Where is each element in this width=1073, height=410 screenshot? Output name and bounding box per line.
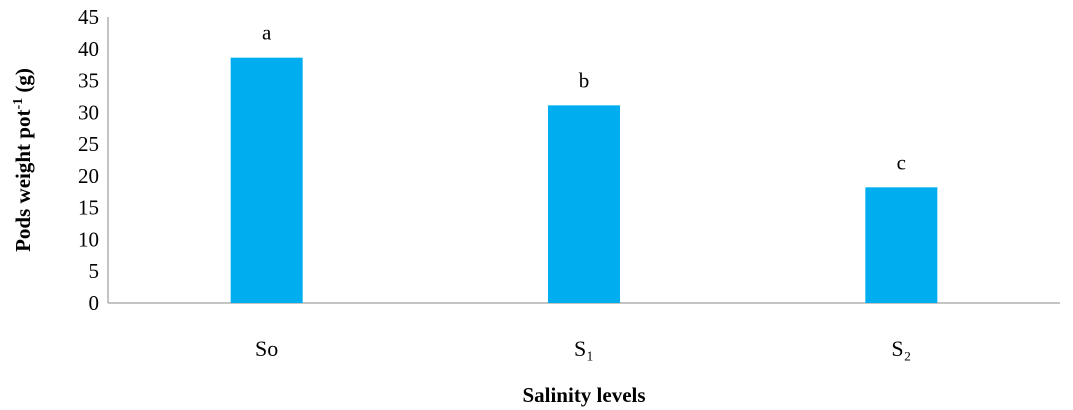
y-tick-label: 15 — [78, 196, 99, 220]
y-axis-title: Pods weight pot-1 (g) — [11, 68, 35, 252]
x-category-label: So — [255, 336, 278, 361]
y-axis-title-main: Pods weight pot — [11, 110, 35, 252]
bar-data-labels: a b c — [262, 21, 906, 175]
y-axis-title-superscript: -1 — [11, 98, 26, 110]
y-tick-label: 30 — [78, 100, 99, 124]
x-category-label: S₂ — [891, 336, 911, 361]
x-category-labels: So S₁ S₂ — [255, 336, 911, 361]
bar — [865, 187, 938, 303]
y-tick-label: 10 — [78, 227, 99, 251]
bars — [230, 57, 938, 304]
bar — [230, 57, 303, 304]
y-tick-label: 5 — [89, 259, 100, 283]
bar-data-label: a — [262, 21, 272, 45]
x-category-label: S₁ — [574, 336, 594, 361]
y-tick-labels: 0 5 10 15 20 25 30 35 40 45 — [78, 5, 99, 315]
x-axis-title: Salinity levels — [522, 383, 645, 407]
bar-data-label: b — [579, 68, 590, 92]
y-tick-label: 35 — [78, 69, 99, 93]
y-tick-label: 0 — [89, 291, 100, 315]
y-tick-label: 25 — [78, 132, 99, 156]
y-tick-label: 20 — [78, 164, 99, 188]
y-axis-title-suffix: (g) — [11, 68, 35, 98]
y-tick-label: 45 — [78, 5, 99, 29]
y-tick-label: 40 — [78, 37, 99, 61]
bar-data-label: c — [897, 150, 906, 174]
bar — [548, 105, 620, 303]
